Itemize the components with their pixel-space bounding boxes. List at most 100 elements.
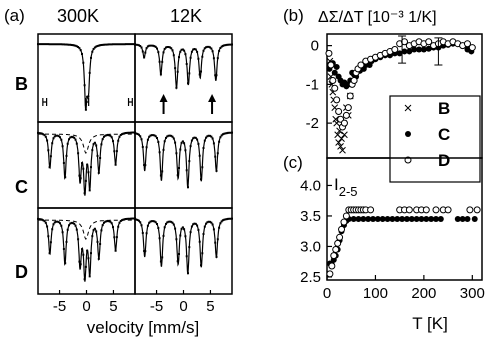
spectrum-fit-line — [38, 43, 135, 110]
panel-b-markers — [325, 35, 476, 154]
legend-label-d: D — [438, 151, 450, 170]
data-point-c — [464, 216, 471, 222]
data-point-d — [405, 206, 413, 214]
y-tick-label: -2 — [306, 115, 319, 132]
data-point-d — [342, 212, 350, 220]
data-point-d — [468, 44, 476, 52]
panel-c-markers — [326, 206, 481, 278]
data-point-c — [432, 216, 439, 222]
mossbauer-spectra-panel: (a) 300K 12K B C D -5 0 5 -5 0 5 velocity [mm… — [4, 6, 233, 337]
row-label-c: C — [15, 177, 28, 197]
data-point-c — [408, 216, 415, 222]
velocity-tick-label: 5 — [206, 298, 214, 315]
spectrum-data-points — [134, 131, 233, 189]
data-point-c — [425, 45, 432, 52]
y-tick-label: 3.5 — [300, 208, 321, 225]
data-point-d — [432, 206, 440, 214]
panel-c-ylabel-sub: 2-5 — [339, 184, 358, 199]
data-point-c — [333, 63, 340, 70]
panel-a-label: (a) — [4, 6, 25, 25]
x-tick-label: 300 — [460, 285, 485, 302]
velocity-tick-label: 5 — [109, 298, 117, 315]
data-point-d — [346, 92, 354, 100]
data-point-d — [350, 77, 358, 84]
y-tick-label: -1 — [306, 76, 319, 93]
panel-b-title: ΔΣ/ΔT [10⁻³ 1/K] — [318, 9, 437, 26]
spectrum-data-points — [37, 131, 136, 195]
data-point-d — [357, 61, 365, 69]
column-title-12k: 12K — [170, 6, 202, 26]
panel-c-ylabel: I2-5 — [334, 175, 358, 199]
doublet-split-marker — [127, 98, 133, 106]
data-point-d — [473, 206, 481, 214]
y-tick-label: 0 — [311, 38, 319, 55]
panel-c-label: (c) — [283, 153, 303, 172]
data-point-b — [338, 135, 345, 142]
data-point-d — [330, 252, 338, 260]
data-point-c — [411, 46, 418, 53]
data-point-b — [341, 131, 348, 139]
x-tick-label: 0 — [323, 285, 331, 302]
y-tick-label: 4.0 — [300, 177, 321, 194]
data-point-c — [389, 216, 396, 222]
row-label-d: D — [15, 262, 28, 282]
data-point-d — [342, 111, 350, 119]
legend-marker-b — [404, 104, 412, 112]
data-point-d — [466, 206, 474, 214]
data-point-c — [394, 216, 401, 222]
data-point-c — [416, 46, 423, 53]
data-point-c — [331, 69, 338, 76]
data-point-d — [444, 206, 452, 214]
y-tick-label: 2.5 — [300, 269, 321, 286]
data-point-c — [384, 216, 391, 222]
panel-b-label: (b) — [283, 6, 304, 25]
legend-label-c: C — [438, 125, 450, 144]
data-point-d — [367, 206, 375, 214]
data-point-c — [370, 216, 377, 222]
row-label-b: B — [15, 74, 28, 94]
data-point-d — [333, 96, 341, 104]
error-bar — [398, 35, 407, 64]
arrow-head-icon — [159, 94, 168, 102]
subspectrum-dashed-line — [38, 219, 135, 240]
data-point-d — [391, 46, 399, 53]
data-point-d — [334, 239, 342, 247]
spectra-curves — [37, 43, 233, 282]
data-point-c — [406, 48, 413, 55]
doublet-split-marker — [84, 98, 90, 106]
velocity-axis-label: velocity [mm/s] — [87, 318, 199, 337]
spectrum-frame — [134, 33, 233, 123]
panel-c-x-ticks: 0 100 200 300 — [323, 275, 485, 302]
doublet-split-marker — [42, 98, 48, 106]
data-point-c — [396, 50, 403, 57]
data-point-d — [401, 38, 408, 46]
panel-c-y-ticks: 4.0 3.5 3.0 2.5 — [300, 177, 332, 286]
error-bar — [434, 37, 443, 66]
data-point-b — [335, 139, 342, 146]
arrow-head-icon — [208, 94, 217, 102]
data-point-c — [399, 216, 406, 222]
data-point-d — [329, 77, 337, 84]
velocity-tick-label: 0 — [82, 298, 90, 315]
panel-b-y-ticks: 0 -1 -2 — [306, 38, 332, 132]
data-point-c — [420, 46, 427, 53]
data-point-d — [325, 49, 333, 57]
data-point-c — [355, 216, 362, 222]
column-title-300k: 300K — [57, 6, 99, 26]
x-tick-label: 100 — [363, 285, 388, 302]
entropy-derivative-panel: (b) ΔΣ/ΔT [10⁻³ 1/K] 0 -1 -2 BCD — [283, 6, 483, 183]
data-point-c — [401, 48, 408, 55]
temperature-axis-label: T [K] — [412, 314, 448, 333]
data-point-d — [335, 108, 343, 115]
data-point-d — [331, 84, 339, 92]
data-point-d — [463, 40, 471, 48]
data-point-c — [403, 216, 410, 222]
data-point-b — [337, 143, 344, 150]
velocity-tick-label: 0 — [179, 298, 187, 315]
data-point-c — [437, 216, 444, 222]
data-point-d — [327, 61, 335, 69]
data-point-c — [360, 216, 367, 222]
data-point-c — [454, 216, 461, 222]
intensity-ratio-panel: (c) I2-5 4.0 3.5 3.0 2.5 0 100 200 300 T [K] — [283, 153, 485, 333]
legend: BCD — [389, 95, 481, 183]
